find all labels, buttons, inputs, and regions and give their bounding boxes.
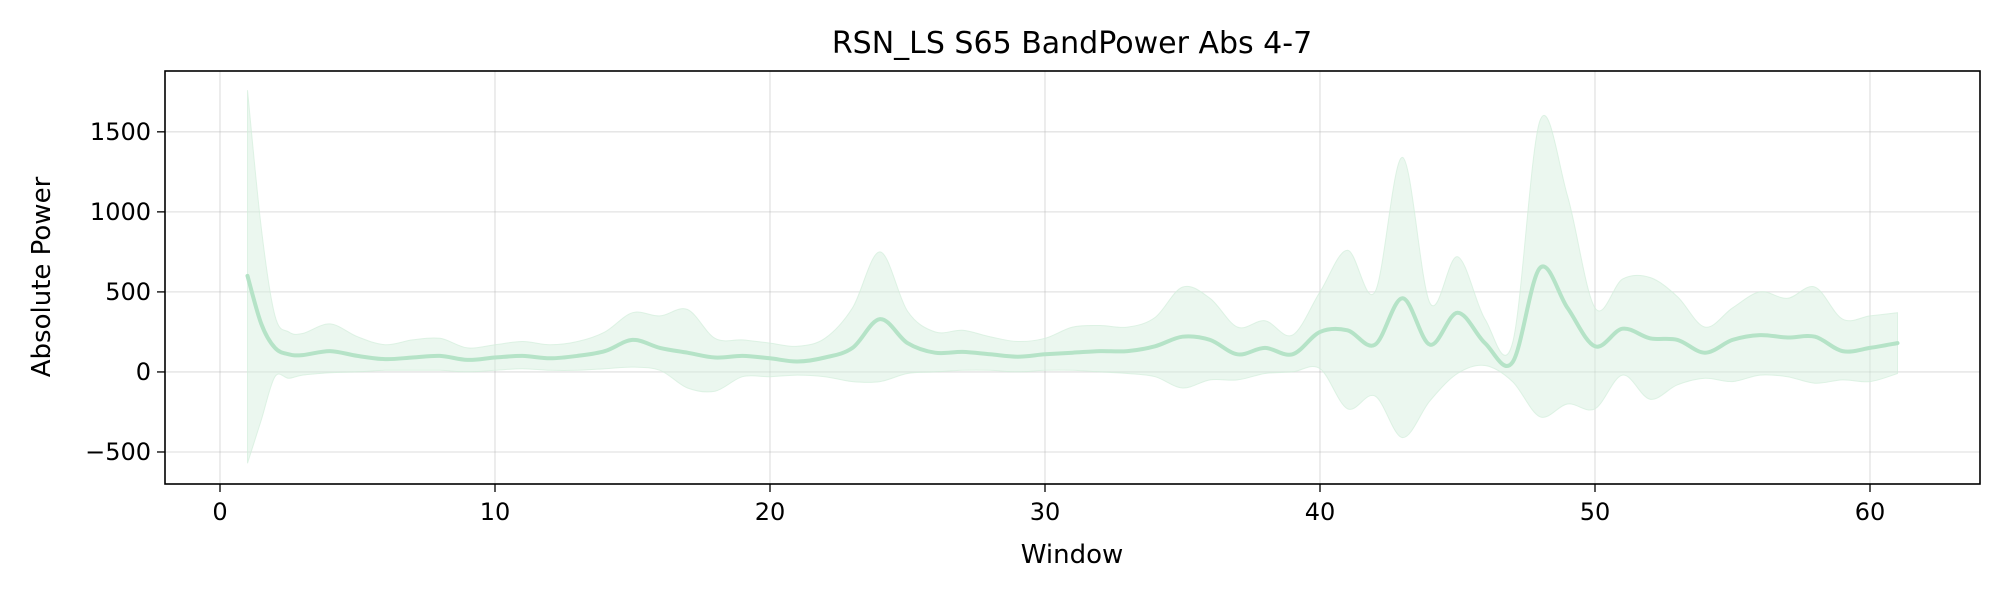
chart-title: RSN_LS S65 BandPower Abs 4-7 [832,26,1312,61]
y-tick-label: 1000 [90,198,151,226]
x-axis: 0 10 20 30 40 50 60 [212,484,1885,526]
y-tick-label: 500 [105,278,151,306]
y-gridlines [165,131,1980,453]
y-axis-label: Absolute Power [27,176,57,377]
y-tick-label: 1500 [90,118,151,146]
x-axis-label: Window [1021,540,1124,570]
x-tick-label: 60 [1855,498,1886,526]
y-axis: −500 0 500 1000 1500 [85,118,165,466]
x-tick-label: 10 [480,498,511,526]
x-tick-label: 40 [1305,498,1336,526]
y-tick-label: −500 [85,438,151,466]
plot-frame [164,70,1981,485]
x-tick-label: 30 [1030,498,1061,526]
x-tick-label: 50 [1580,498,1611,526]
y-tick-label: 0 [136,358,151,386]
confidence-band [247,90,1898,464]
x-gridlines [219,71,1871,484]
x-tick-label: 0 [212,498,227,526]
series-line [245,264,1900,368]
x-tick-label: 20 [755,498,786,526]
